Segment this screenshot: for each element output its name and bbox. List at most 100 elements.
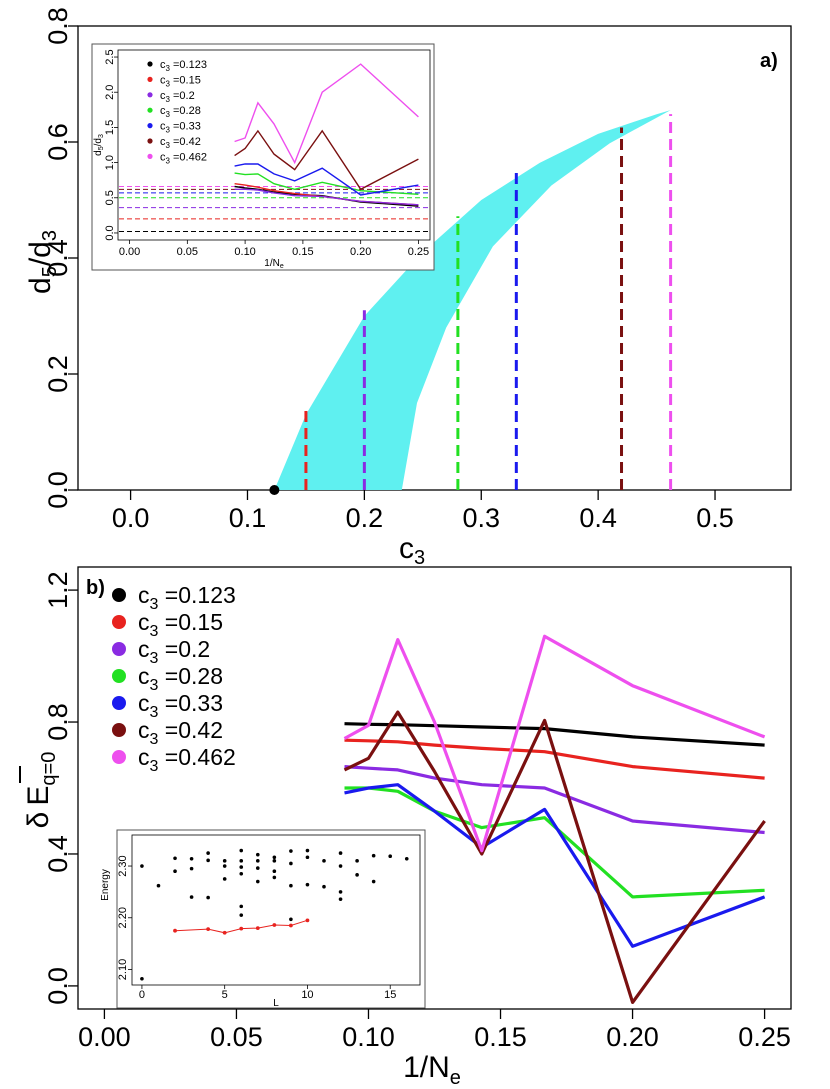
panel-b-inset-point-16 [239, 848, 244, 853]
panel-b-x-tick-label-5: 0.25 [738, 1022, 791, 1052]
panel-a-inset-series-4 [234, 163, 419, 196]
panel-b-inset-point-8 [206, 895, 210, 900]
panel-b-inset-red-point-4 [255, 926, 260, 931]
panel-a-inset-legend-label-4: c3 =0.33 [160, 121, 201, 135]
panel-a-inset-series-3 [234, 172, 419, 195]
panel-b-inset-point-40 [338, 851, 343, 855]
panel-b-inset: 0 5 10 15 2.10 2.20 2.30 L Energy [100, 829, 426, 1009]
panel-b-inset-y-tick-label-2: 2.30 [117, 855, 129, 876]
panel-b-inset-point-22 [255, 859, 260, 863]
panel-b-inset-red-point-3 [239, 926, 244, 931]
panel-a-critical-point [269, 485, 280, 495]
panel-b: 0.00 0.05 0.10 0.15 0.20 0.25 0.0 0.4 0.8 1.2 c3 … [19, 566, 792, 1089]
panel-b-inset-plot-box [131, 834, 421, 986]
panel-a-inset-y-tick-label-3: 1.5 [104, 120, 116, 135]
panel-b-inset-point-2 [156, 883, 161, 888]
panel-b-series-0 [344, 722, 765, 747]
panel-b-y-label: δEq=0 [22, 752, 60, 829]
panel-a-inset-frame [91, 43, 435, 271]
panel-b-inset-point-42 [355, 859, 359, 863]
panel-b-y-tick-label-1: 0.4 [43, 835, 73, 873]
panel-b-y-tick-label-3: 1.2 [43, 571, 73, 609]
panel-b-inset-point-28 [289, 849, 293, 853]
panel-a-x-tick-label-5: 0.5 [696, 503, 734, 533]
panel-a-x-tick-label-1: 0.1 [229, 503, 267, 533]
panel-b-inset-point-13 [222, 864, 227, 868]
panel-a-y-tick-label-0: 0.0 [43, 471, 73, 509]
panel-b-inset-point-31 [289, 917, 293, 922]
panel-b-inset-point-32 [305, 848, 310, 853]
panel-b-inset-point-19 [239, 913, 244, 917]
panel-a-inset-y-tick-label-0: 0.0 [104, 225, 116, 240]
panel-b-legend-label-1: c3 =0.15 [138, 609, 223, 640]
panel-a-tag: a) [760, 50, 778, 72]
panel-b-inset-point-36 [322, 884, 326, 889]
panel-b-inset-point-20 [255, 852, 260, 857]
panel-b-inset-red-point-2 [222, 930, 227, 935]
panel-a-inset-x-tick-label-2: 0.10 [234, 246, 255, 258]
panel-a-inset-x-tick-label-0: 0.00 [119, 246, 140, 258]
panel-b-inset-x-tick-label-2: 10 [301, 989, 313, 1001]
panel-a-inset-y-label: d5/d3 [93, 134, 105, 156]
panel-b-series-2 [344, 765, 765, 835]
panel-b-inset-x-label: L [273, 998, 279, 1009]
panel-b-inset-point-7 [189, 856, 194, 861]
panel-b-inset-point-30 [289, 883, 293, 888]
panel-b-x-tick-label-4: 0.20 [606, 1022, 659, 1052]
panel-b-inset-red-point-5 [272, 923, 277, 927]
panel-b-legend-label-2: c3 =0.2 [138, 636, 210, 667]
panel-a-inset-legend-marker-3 [147, 107, 153, 113]
panel-b-legend-marker-5 [112, 723, 126, 737]
panel-a-y-tick-label-1: 0.2 [43, 355, 73, 393]
panel-a-inset-legend-marker-2 [147, 92, 153, 98]
panel-b-series-4 [344, 783, 766, 948]
panel-b-inset-red-point-7 [305, 918, 310, 923]
panel-a-inset: 0.00 0.05 0.10 0.15 0.20 0.25 0.0 0.5 1.0 1.5 2.0 2… [91, 43, 435, 271]
panel-a-y-tick-label-3: 0.6 [43, 123, 73, 161]
panel-a-inset-series-2 [234, 188, 419, 206]
panel-a-x-tick-label-0: 0.0 [112, 503, 150, 533]
panel-b-inset-point-5 [189, 895, 194, 899]
panel-a-inset-legend-marker-6 [147, 153, 153, 159]
panel-b-inset-y-tick-label-0: 2.10 [117, 959, 129, 980]
panel-a-region [274, 110, 671, 490]
panel-b-inset-point-35 [322, 859, 326, 863]
panel-b-inset-point-11 [222, 859, 227, 863]
panel-b-inset-point-21 [255, 879, 260, 884]
panel-a-inset-x-tick-label-4: 0.20 [350, 246, 371, 258]
panel-b-legend-marker-3 [112, 669, 126, 683]
panel-a-inset-legend-marker-1 [147, 76, 153, 82]
panel-a-inset-legend-label-5: c3 =0.42 [160, 136, 201, 150]
panel-b-x-tick-label-2: 0.10 [342, 1022, 395, 1052]
panel-a-inset-y-tick-label-1: 0.5 [104, 190, 116, 205]
panel-b-inset-point-44 [371, 853, 376, 858]
panel-a-x-tick-label-3: 0.3 [462, 503, 500, 533]
panel-a-inset-legend-marker-4 [147, 123, 153, 129]
panel-b-inset-point-29 [289, 861, 293, 866]
panel-b-inset-point-15 [239, 871, 244, 876]
panel-b-inset-point-1 [140, 864, 144, 868]
panel-a-inset-legend-label-0: c3 =0.123 [160, 59, 207, 73]
panel-a-inset-x-tick-label-1: 0.05 [177, 246, 198, 258]
panel-b-inset-point-17 [239, 859, 244, 863]
panel-b-inset-point-0 [140, 976, 144, 981]
panel-a-inset-y-tick-label-5: 2.5 [104, 49, 116, 64]
panel-b-inset-point-41 [355, 873, 359, 877]
panel-a-inset-x-tick-label-5: 0.25 [408, 246, 429, 258]
panel-b-inset-point-27 [272, 869, 277, 874]
panel-b-inset-red-point-0 [173, 928, 177, 933]
panel-b-inset-point-18 [239, 865, 244, 869]
panel-b-legend-label-4: c3 =0.33 [138, 690, 223, 721]
panel-b-legend-label-3: c3 =0.28 [138, 663, 223, 694]
panel-b-inset-point-34 [305, 882, 310, 887]
panel-b-x-tick-label-0: 0.00 [78, 1022, 131, 1052]
panel-a-y-tick-label-4: 0.8 [43, 7, 73, 45]
panel-a-inset-legend-label-1: c3 =0.15 [160, 74, 201, 88]
panel-b-inset-red-point-1 [206, 927, 211, 932]
panel-a-inset-legend-label-3: c3 =0.28 [160, 105, 201, 119]
panel-b-inset-y-label: Energy [100, 869, 111, 901]
panel-a-inset-y-tick-label-4: 2.0 [104, 85, 116, 100]
panel-a-inset-series-6 [234, 63, 419, 165]
panel-b-inset-point-25 [272, 859, 277, 863]
